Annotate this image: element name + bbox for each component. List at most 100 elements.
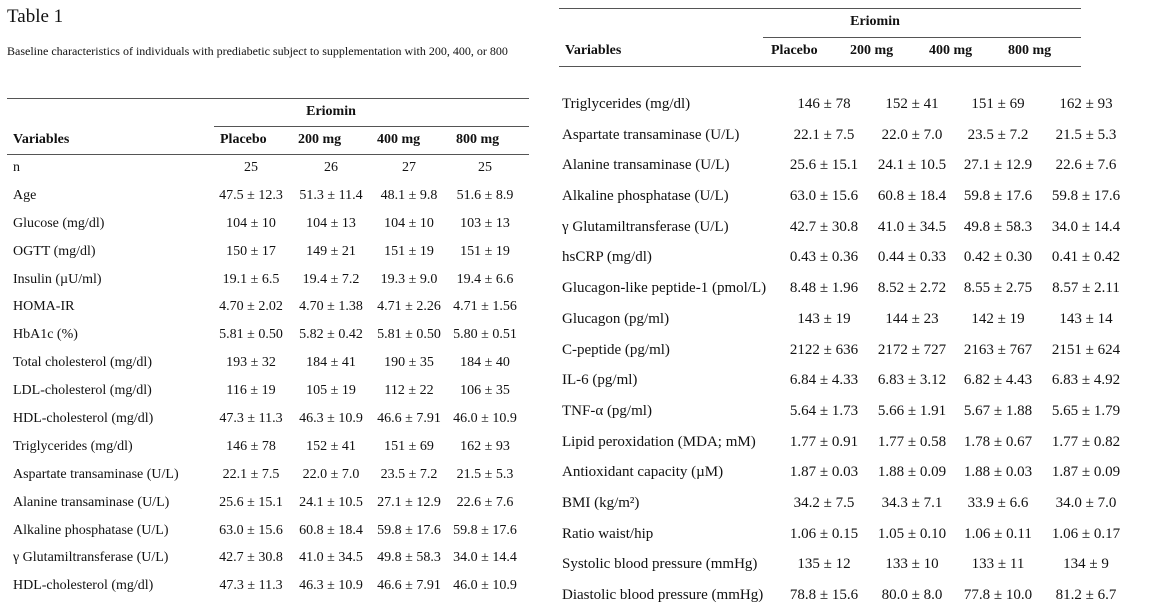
table-cell: 34.2 ± 7.5 [793,494,855,511]
table-cell: 49.8 ± 58.3 [963,218,1033,235]
row-label: n [13,160,20,175]
table-cell: 26 [324,160,338,175]
table-cell: 48.1 ± 9.8 [380,187,438,203]
table-cell: 193 ± 32 [226,355,276,371]
table-cell: 19.4 ± 7.2 [302,271,360,287]
table-cell: 105 ± 19 [306,383,356,399]
table-cell: 34.0 ± 14.4 [1051,218,1121,235]
group-rule [763,37,1081,38]
table-cell: 162 ± 93 [1059,96,1113,112]
row-label: Total cholesterol (mg/dl) [13,355,152,371]
table-cell: 106 ± 35 [460,383,510,399]
row-label: hsCRP (mg/dl) [562,249,652,266]
table-cell: 46.3 ± 10.9 [299,411,363,427]
table-cell: 6.82 ± 4.43 [963,372,1033,389]
header-200mg: 200 mg [298,132,342,147]
row-label: Age [13,187,37,203]
table-cell: 135 ± 12 [797,556,851,573]
table-row: Aspartate transaminase (U/L) 22.1 ± 7.5 22… [559,123,1152,154]
table-row: TNF-α (pg/ml) 5.64 ± 1.73 5.66 ± 1.91 5.67 … [559,399,1152,430]
table-cell: 59.8 ± 17.6 [963,188,1033,205]
table-row: HDL-cholesterol (mg/dl) 47.3 ± 11.3 46.3 ±… [7,574,529,602]
table-cell: 150 ± 17 [226,243,276,259]
table-cell: 63.0 ± 15.6 [219,522,283,538]
table-cell: 4.71 ± 2.26 [377,299,441,315]
table-row: C-peptide (pg/ml) 2122 ± 636 2172 ± 727 216… [559,338,1152,369]
table-cell: 151 ± 19 [384,243,434,259]
table-cell: 8.55 ± 2.75 [963,280,1033,297]
table-cell: 1.77 ± 0.91 [789,433,859,450]
table-cell: 0.41 ± 0.42 [1051,249,1121,266]
header-800mg: 800 mg [456,132,500,147]
table-cell: 6.83 ± 4.92 [1051,372,1121,389]
table-cell: 33.9 ± 6.6 [967,494,1029,511]
table-row: Total cholesterol (mg/dl) 193 ± 32 184 ± 4… [7,351,529,379]
table-cell: 21.5 ± 5.3 [1055,126,1117,143]
table-cell: 21.5 ± 5.3 [456,466,514,482]
row-label: HbA1c (%) [13,327,78,343]
table-body: Triglycerides (mg/dl) 146 ± 78 152 ± 41 151… [559,92,1152,614]
table-row: Glucagon (pg/ml) 143 ± 19 144 ± 23 142 ± 19… [559,307,1152,338]
table-cell: 34.0 ± 7.0 [1055,494,1117,511]
table-cell: 2163 ± 767 [963,341,1033,358]
table-cell: 51.6 ± 8.9 [456,187,514,203]
table-cell: 5.65 ± 1.79 [1051,402,1121,419]
table-cell: 59.8 ± 17.6 [377,522,441,538]
table-cell: 151 ± 69 [971,96,1025,112]
table-caption: Baseline characteristics of individuals … [7,44,508,58]
table-row: hsCRP (mg/dl) 0.43 ± 0.36 0.44 ± 0.33 0.42 … [559,245,1152,276]
table-cell: 1.87 ± 0.03 [789,464,859,481]
table-cell: 162 ± 93 [460,438,510,454]
row-label: LDL-cholesterol (mg/dl) [13,383,152,399]
header-placebo: Placebo [771,43,818,58]
table-cell: 151 ± 69 [384,438,434,454]
header-400mg: 400 mg [929,43,973,58]
table-cell: 46.6 ± 7.91 [377,411,441,427]
row-label: HOMA-IR [13,299,75,315]
table-cell: 25.6 ± 15.1 [789,157,859,174]
table-cell: 47.3 ± 11.3 [219,578,283,594]
row-label: Lipid peroxidation (MDA; mM) [562,433,756,450]
table-cell: 152 ± 41 [885,96,939,112]
table-cell: 0.44 ± 0.33 [877,249,947,266]
table-row: Alanine transaminase (U/L) 25.6 ± 15.1 24.… [7,491,529,519]
table-cell: 134 ± 9 [1063,556,1109,573]
table-row: Diastolic blood pressure (mmHg) 78.8 ± 15… [559,583,1152,614]
table-cell: 0.42 ± 0.30 [963,249,1033,266]
table-cell: 22.6 ± 7.6 [456,494,514,510]
table-row: BMI (kg/m²) 34.2 ± 7.5 34.3 ± 7.1 33.9 ± 6.… [559,491,1152,522]
table-cell: 49.8 ± 58.3 [377,550,441,566]
table-row: Aspartate transaminase (U/L) 22.1 ± 7.5 22… [7,463,529,491]
group-header: Eriomin [306,104,356,119]
table-row: HDL-cholesterol (mg/dl) 47.3 ± 11.3 46.3 ±… [7,407,529,435]
row-label: Systolic blood pressure (mmHg) [562,556,758,573]
table-cell: 42.7 ± 30.8 [789,218,859,235]
table-cell: 27 [402,160,416,175]
table-cell: 46.0 ± 10.9 [453,411,517,427]
table-cell: 46.0 ± 10.9 [453,578,517,594]
table-cell: 5.66 ± 1.91 [877,402,947,419]
table-cell: 25 [478,160,492,175]
table-cell: 47.3 ± 11.3 [219,411,283,427]
table-row: HOMA-IR 4.70 ± 2.02 4.70 ± 1.38 4.71 ± 2.26… [7,295,529,323]
table-row: HbA1c (%) 5.81 ± 0.50 5.82 ± 0.42 5.81 ± 0.… [7,323,529,351]
header-rule [559,66,1081,67]
table-cell: 146 ± 78 [226,438,276,454]
table-cell: 6.84 ± 4.33 [789,372,859,389]
table-cell: 149 ± 21 [306,243,356,259]
table-cell: 8.52 ± 2.72 [877,280,947,297]
table-cell: 116 ± 19 [226,383,276,399]
table-cell: 42.7 ± 30.8 [219,550,283,566]
table-cell: 2122 ± 636 [789,341,859,358]
table-cell: 23.5 ± 7.2 [380,466,438,482]
table-row: Systolic blood pressure (mmHg) 135 ± 12 13… [559,552,1152,583]
row-label: IL-6 (pg/ml) [562,372,638,389]
header-400mg: 400 mg [377,132,421,147]
table-body: n 25 26 27 25 Age 47.5 ± 12.3 51.3 ± 11.4 48.1 ±… [7,156,529,602]
row-label: Insulin (µU/ml) [13,271,102,287]
row-label: Alkaline phosphatase (U/L) [13,522,169,538]
table-cell: 1.06 ± 0.15 [789,525,859,542]
table-cell: 1.06 ± 0.11 [964,525,1032,542]
table-cell: 46.3 ± 10.9 [299,578,363,594]
table-cell: 5.81 ± 0.50 [377,327,441,343]
